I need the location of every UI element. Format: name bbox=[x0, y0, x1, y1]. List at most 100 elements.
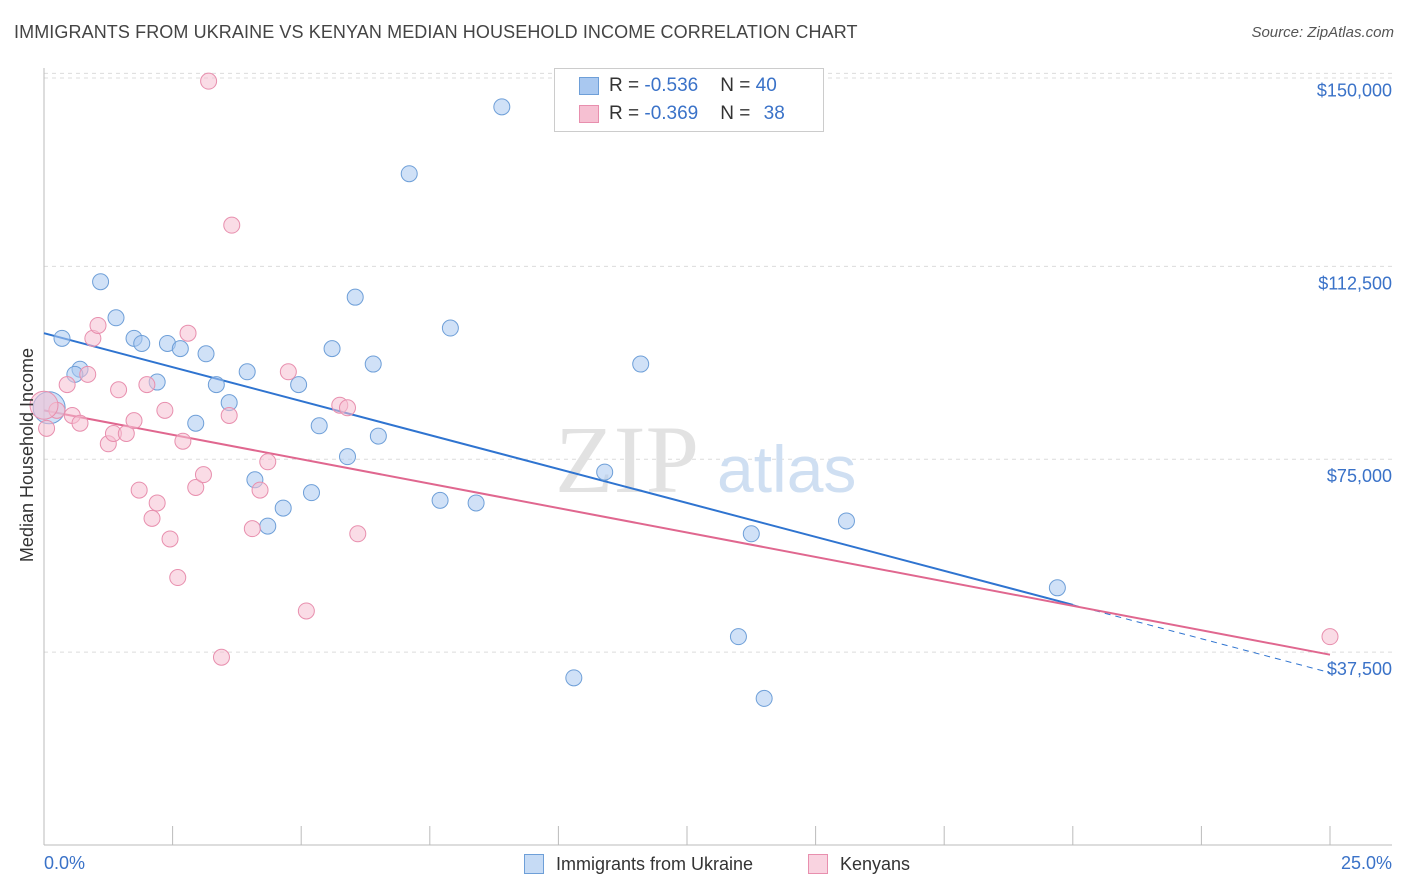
series-legend-kenyans: Kenyans bbox=[808, 852, 910, 876]
data-point-kenyans bbox=[243, 520, 261, 538]
data-point-kenyans bbox=[143, 509, 161, 527]
data-point-ukraine bbox=[238, 363, 256, 381]
data-point-kenyans bbox=[148, 494, 166, 512]
series-label-ukraine: Immigrants from Ukraine bbox=[556, 853, 754, 874]
data-point-kenyans bbox=[349, 525, 367, 543]
data-point-ukraine bbox=[596, 463, 614, 481]
data-point-ukraine bbox=[310, 417, 328, 435]
data-point-ukraine bbox=[431, 491, 449, 509]
data-points bbox=[29, 72, 1339, 707]
data-point-kenyans bbox=[174, 432, 192, 450]
data-point-kenyans bbox=[200, 72, 218, 90]
axes bbox=[43, 68, 1392, 846]
data-point-kenyans bbox=[79, 365, 97, 383]
data-point-ukraine bbox=[346, 288, 364, 306]
data-point-ukraine bbox=[467, 494, 485, 512]
data-point-kenyans bbox=[220, 406, 238, 424]
x-tick-label: 0.0% bbox=[44, 853, 85, 873]
legend-row-ukraine: R = -0.536 N = 40 bbox=[579, 73, 777, 99]
data-point-kenyans bbox=[194, 466, 212, 484]
data-point-kenyans bbox=[130, 481, 148, 499]
trend-line-1 bbox=[43, 409, 1331, 656]
data-point-kenyans bbox=[187, 479, 205, 497]
data-point-kenyans bbox=[259, 453, 277, 471]
tick-labels: $37,500 $75,000 $112,500 $150,000 0.0% 25.0% bbox=[44, 80, 1392, 873]
data-point-kenyans bbox=[38, 419, 56, 437]
data-point-ukraine bbox=[259, 517, 277, 535]
data-point-ukraine bbox=[92, 273, 110, 291]
x-tick-label: 25.0% bbox=[1341, 853, 1392, 873]
legend-r-value: -0.536 bbox=[644, 75, 699, 96]
data-point-ukraine bbox=[302, 484, 320, 502]
data-point-kenyans bbox=[251, 481, 269, 499]
data-point-ukraine bbox=[197, 345, 215, 363]
y-axis-label: Median Household Income bbox=[17, 348, 37, 562]
data-point-ukraine bbox=[338, 448, 356, 466]
data-point-kenyans bbox=[71, 414, 89, 432]
data-point-ukraine bbox=[171, 340, 189, 358]
legend-n-value: 40 bbox=[755, 75, 777, 96]
data-point-ukraine bbox=[441, 319, 459, 337]
data-point-kenyans bbox=[279, 363, 297, 381]
data-point-ukraine bbox=[493, 98, 511, 116]
data-point-ukraine bbox=[323, 340, 341, 358]
legend-n-label: N = bbox=[720, 103, 756, 124]
series-label-kenyans: Kenyans bbox=[840, 853, 911, 874]
legend-n-label: N = bbox=[720, 75, 756, 96]
data-point-ukraine bbox=[53, 329, 71, 347]
grid-lines bbox=[44, 72, 1392, 653]
data-point-kenyans bbox=[223, 216, 241, 234]
data-point-ukraine bbox=[290, 376, 308, 394]
series-swatch-ukraine bbox=[524, 854, 544, 874]
data-point-ukraine bbox=[837, 512, 855, 530]
data-point-ukraine bbox=[1048, 579, 1066, 597]
data-point-kenyans bbox=[29, 390, 59, 420]
legend-r-value: -0.369 bbox=[644, 103, 699, 124]
stats-legend: R = -0.536 N = 40 R = -0.369 N = 38 bbox=[554, 68, 824, 132]
watermark-zip: ZIP bbox=[555, 406, 699, 513]
data-point-ukraine bbox=[364, 355, 382, 373]
data-point-ukraine bbox=[107, 309, 125, 327]
y-tick-label: $150,000 bbox=[1317, 80, 1392, 100]
data-point-ukraine bbox=[632, 355, 650, 373]
chart-title: IMMIGRANTS FROM UKRAINE VS KENYAN MEDIAN… bbox=[14, 22, 858, 42]
data-point-ukraine bbox=[133, 334, 151, 352]
data-point-ukraine bbox=[207, 376, 225, 394]
data-point-ukraine bbox=[729, 628, 747, 646]
data-point-kenyans bbox=[169, 569, 187, 587]
data-point-ukraine bbox=[369, 427, 387, 445]
chart-source: Source: ZipAtlas.com bbox=[1251, 24, 1394, 41]
data-point-kenyans bbox=[297, 602, 315, 620]
data-point-kenyans bbox=[125, 412, 143, 430]
data-point-kenyans bbox=[156, 401, 174, 419]
trend-line-extension-0 bbox=[1072, 604, 1331, 674]
data-point-kenyans bbox=[110, 381, 128, 399]
legend-r-label: R = bbox=[609, 75, 645, 96]
legend-n-value: 38 bbox=[763, 103, 785, 124]
watermark: ZIP atlas bbox=[555, 406, 856, 513]
trend-lines bbox=[43, 332, 1331, 674]
data-point-ukraine bbox=[565, 669, 583, 687]
data-point-ukraine bbox=[742, 525, 760, 543]
legend-r-label: R = bbox=[609, 103, 645, 124]
y-tick-label: $37,500 bbox=[1327, 659, 1392, 679]
data-point-kenyans bbox=[161, 530, 179, 548]
series-legend-ukraine: Immigrants from Ukraine bbox=[524, 852, 753, 876]
data-point-kenyans bbox=[212, 648, 230, 666]
data-point-kenyans bbox=[117, 424, 135, 442]
data-point-ukraine bbox=[755, 689, 773, 707]
y-tick-label: $75,000 bbox=[1327, 466, 1392, 486]
legend-swatch-kenyans bbox=[579, 105, 599, 123]
legend-swatch-ukraine bbox=[579, 77, 599, 95]
y-tick-label: $112,500 bbox=[1318, 273, 1392, 293]
data-point-ukraine bbox=[187, 414, 205, 432]
data-point-kenyans bbox=[138, 376, 156, 394]
watermark-atlas: atlas bbox=[717, 432, 856, 506]
data-point-ukraine bbox=[400, 165, 418, 183]
series-swatch-kenyans bbox=[808, 854, 828, 874]
data-point-kenyans bbox=[58, 376, 76, 394]
data-point-kenyans bbox=[89, 316, 107, 334]
data-point-ukraine bbox=[274, 499, 292, 517]
data-point-kenyans bbox=[1321, 628, 1339, 646]
